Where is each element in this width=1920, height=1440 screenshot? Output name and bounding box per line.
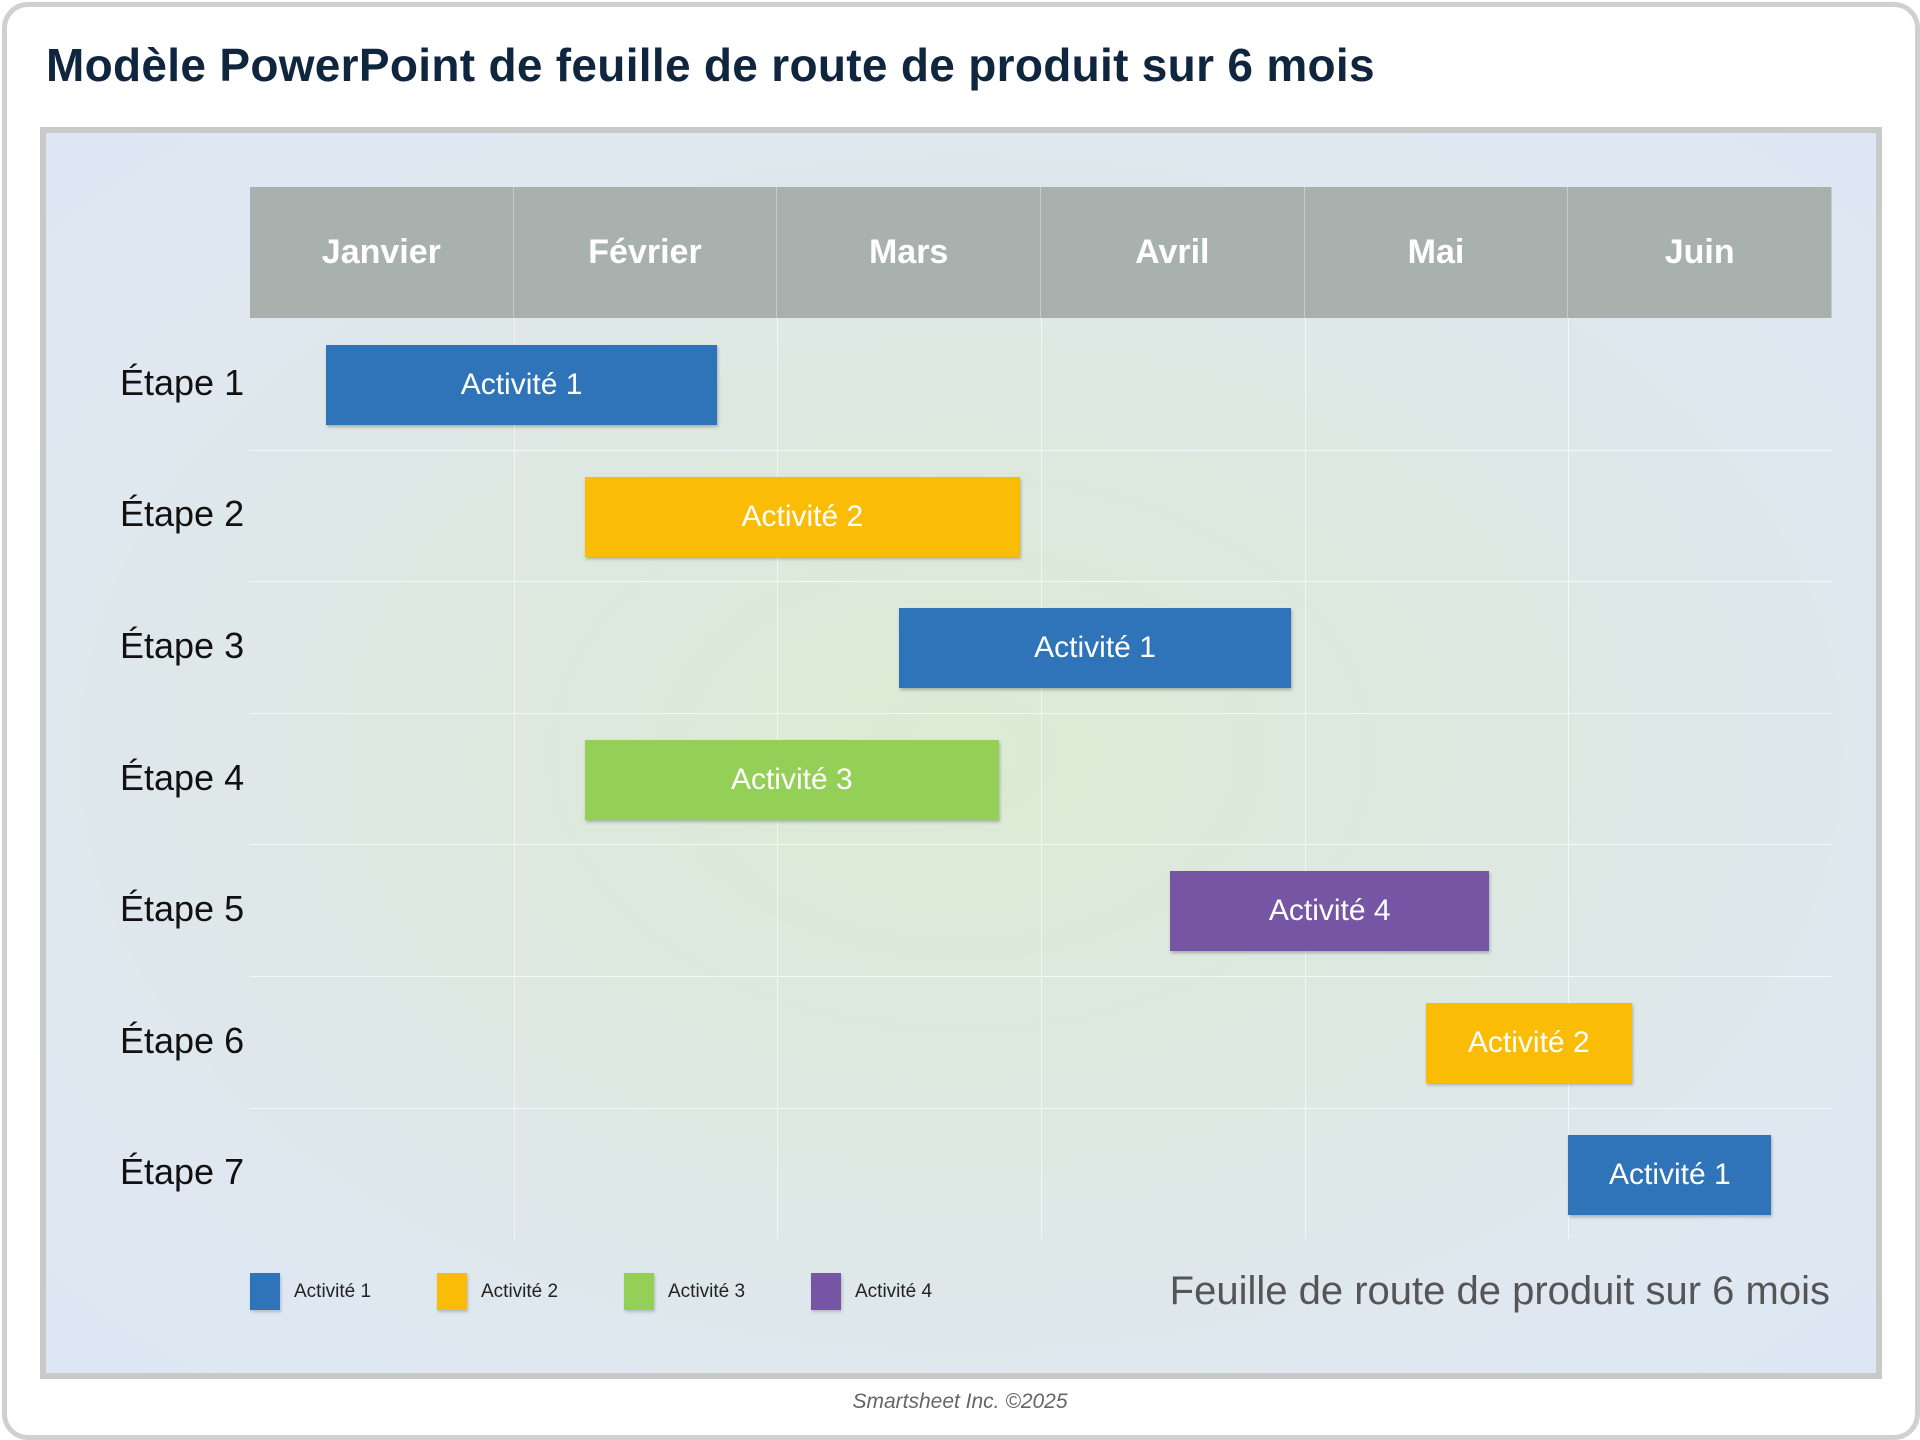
month-header: Mai: [1304, 187, 1569, 318]
stage-label: Étape 3: [120, 625, 245, 666]
stage-label: Étape 2: [120, 493, 245, 535]
legend-swatch: [250, 1273, 280, 1310]
legend-label: Activité 1: [294, 1280, 372, 1302]
activity-bar: Activité 3: [584, 739, 999, 820]
stage-label: Étape 7: [120, 1151, 245, 1193]
legend-label: Activité 2: [481, 1280, 559, 1302]
month-header: Juin: [1568, 187, 1832, 318]
activity-bar: Activité 2: [1425, 1003, 1632, 1083]
stage-label: Étape 4: [120, 756, 245, 798]
row-divider: [250, 844, 1832, 846]
row-divider: [250, 449, 1832, 451]
activity-bar: Activité 2: [584, 476, 1020, 557]
legend-swatch: [437, 1273, 467, 1310]
activity-bar: Activité 1: [898, 608, 1292, 689]
month-divider: [1568, 318, 1570, 1239]
row-divider: [250, 1107, 1832, 1109]
legend-item: Activité 3: [624, 1273, 745, 1310]
activity-bar: Activité 1: [1568, 1134, 1772, 1215]
stage-label: Étape 1: [120, 361, 245, 403]
month-header: Avril: [1041, 187, 1305, 318]
legend-swatch: [811, 1273, 841, 1310]
legend-item: Activité 2: [437, 1273, 558, 1310]
legend-swatch: [624, 1273, 654, 1310]
month-header: Mars: [777, 187, 1041, 318]
roadmap-slide: Janvier Février Mars Avril Mai Juin Étape 1 Éta…: [40, 127, 1882, 1379]
footer-copyright: Smartsheet Inc. ©2025: [852, 1390, 1068, 1413]
activity-bar: Activité 4: [1170, 871, 1490, 952]
row-divider: [250, 712, 1832, 714]
legend-label: Activité 3: [668, 1280, 746, 1302]
legend-item: Activité 4: [811, 1273, 932, 1310]
row-divider: [250, 976, 1832, 977]
stage-label: Étape 5: [120, 888, 245, 930]
month-header: Janvier: [250, 187, 514, 318]
month-divider: [1041, 318, 1042, 1239]
month-divider: [1304, 318, 1306, 1239]
page-title: Modèle PowerPoint de feuille de route de…: [46, 39, 1375, 91]
row-divider: [250, 581, 1832, 583]
legend-label: Activité 4: [855, 1280, 933, 1302]
activity-bar: Activité 1: [326, 345, 717, 425]
month-header: Février: [513, 187, 778, 318]
slide-subtitle: Feuille de route de produit sur 6 mois: [1169, 1269, 1830, 1313]
month-divider: [513, 318, 515, 1239]
legend-item: Activité 1: [250, 1273, 371, 1310]
stage-label: Étape 6: [120, 1019, 245, 1061]
